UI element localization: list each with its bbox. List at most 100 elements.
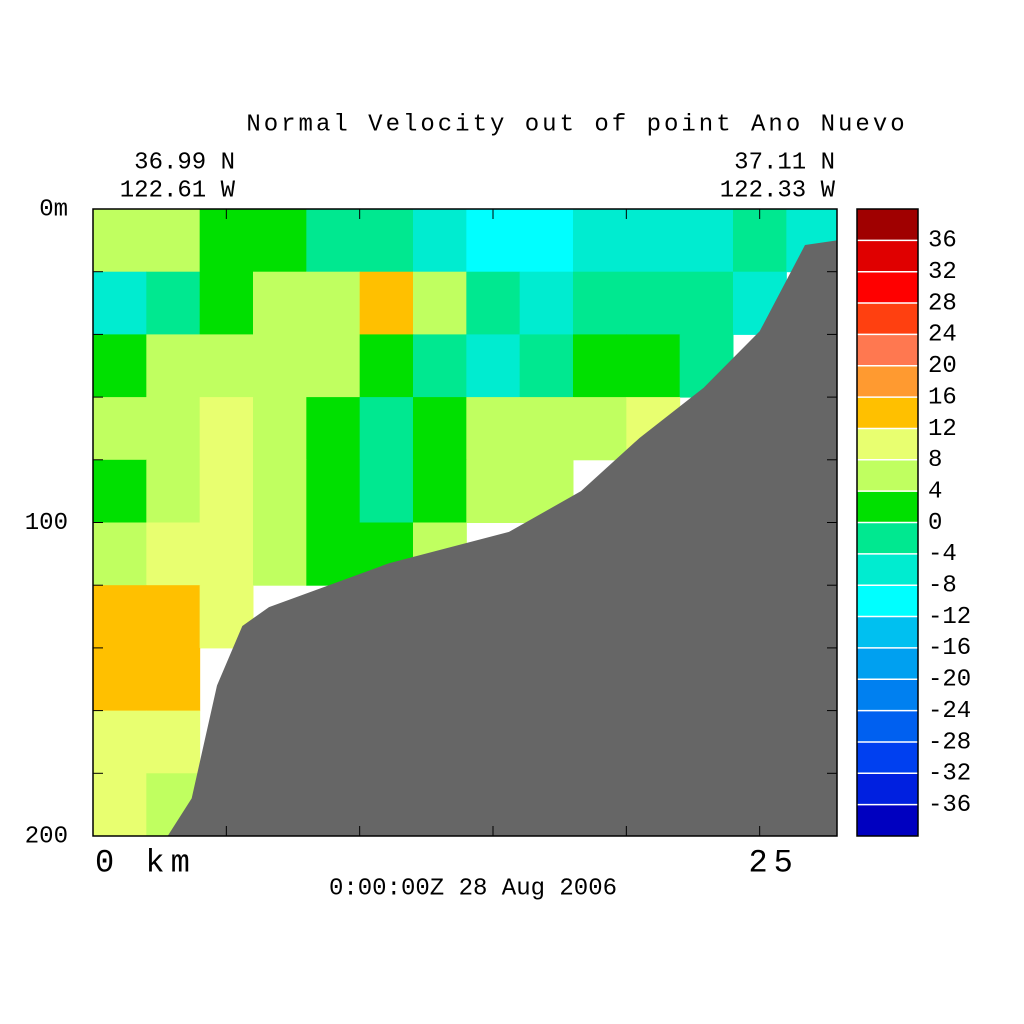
colorbar-band xyxy=(857,397,918,429)
contour-cell xyxy=(573,397,627,461)
colorbar-band xyxy=(857,616,918,649)
colorbar-label: 32 xyxy=(928,259,957,286)
y-tick-label: 100 xyxy=(25,510,68,537)
right-latitude: 37.11 N xyxy=(734,149,835,176)
colorbar-label: -16 xyxy=(928,635,971,662)
contour-cell xyxy=(466,209,521,273)
contour-cell xyxy=(466,334,521,398)
colorbar-band xyxy=(857,804,918,837)
contour-cell xyxy=(199,209,254,273)
colorbar-band xyxy=(857,741,918,774)
contour-cell xyxy=(413,334,467,398)
seafloor xyxy=(167,240,837,837)
colorbar-label: 36 xyxy=(928,228,957,255)
colorbar-band xyxy=(857,365,918,398)
contour-cell xyxy=(146,522,201,586)
colorbar-band xyxy=(857,647,918,680)
contour-cell xyxy=(146,585,201,649)
colorbar-label: -4 xyxy=(928,541,957,568)
contour-cell xyxy=(519,271,574,335)
contour-cell xyxy=(199,459,254,523)
colorbar-band xyxy=(857,553,918,586)
left-latitude: 36.99 N xyxy=(134,149,235,176)
contour-cell xyxy=(359,271,414,335)
contour-cell xyxy=(93,647,147,712)
right-longitude: 122.33 W xyxy=(720,177,836,204)
colorbar-label: -20 xyxy=(928,667,971,694)
colorbar-band xyxy=(857,334,918,367)
contour-cell xyxy=(93,710,147,774)
contour-cell xyxy=(93,397,147,461)
contour-cell xyxy=(253,459,307,523)
contour-cell xyxy=(413,271,467,335)
colorbar-label: -24 xyxy=(928,698,971,725)
colorbar-band xyxy=(857,240,918,273)
contour-cell xyxy=(573,209,627,273)
contour-cell xyxy=(466,397,521,461)
colorbar-band xyxy=(857,209,918,241)
contour-cell xyxy=(733,209,787,273)
y-tick-label: 0m xyxy=(39,196,68,223)
contour-cell xyxy=(679,209,734,273)
contour-cell xyxy=(413,397,467,461)
contour-cell xyxy=(199,334,254,398)
contour-cell xyxy=(93,334,147,398)
contour-cell xyxy=(359,334,414,398)
contour-cell xyxy=(466,271,521,335)
contour-cell xyxy=(519,397,574,461)
contour-cell xyxy=(519,334,574,398)
contour-cell xyxy=(413,459,467,523)
x-tick-label: 25 xyxy=(748,844,798,881)
colorbar-label: 16 xyxy=(928,384,957,411)
contour-cell xyxy=(519,209,574,273)
contour-cell xyxy=(573,271,627,335)
colorbar-band xyxy=(857,773,918,806)
contour-cell xyxy=(626,209,681,273)
colorbar-band xyxy=(857,303,918,335)
contour-cell xyxy=(306,397,361,461)
left-longitude: 122.61 W xyxy=(120,177,236,204)
contour-cell xyxy=(306,459,361,523)
colorbar-band xyxy=(857,522,918,555)
contour-cell xyxy=(626,334,681,398)
y-tick-label: 200 xyxy=(25,823,68,850)
colorbar-band xyxy=(857,585,918,618)
contour-cell xyxy=(93,773,147,837)
x-tick-label: 0 km xyxy=(95,844,196,881)
contour-cell xyxy=(626,271,681,335)
contour-cell xyxy=(146,459,201,523)
contour-cell xyxy=(253,397,307,461)
contour-cell xyxy=(306,271,361,335)
colorbar-label: 12 xyxy=(928,416,957,443)
contour-cell xyxy=(253,522,307,586)
contour-cell xyxy=(146,647,201,712)
contour-cell xyxy=(146,209,201,273)
colorbar-band xyxy=(857,459,918,492)
contour-cell xyxy=(253,334,307,398)
contour-cell xyxy=(306,209,361,273)
colorbar-label: -36 xyxy=(928,792,971,819)
contour-cell xyxy=(146,397,201,461)
contour-cell xyxy=(93,209,147,273)
contour-cell xyxy=(253,209,307,273)
contour-cell xyxy=(413,209,467,273)
colorbar-label: 28 xyxy=(928,290,957,317)
contour-cell xyxy=(199,397,254,461)
contour-cell xyxy=(679,271,734,335)
colorbar-band xyxy=(857,491,918,523)
contour-cell xyxy=(359,397,414,461)
colorbar-label: 20 xyxy=(928,353,957,380)
colorbar-label: 8 xyxy=(928,447,942,474)
contour-cell xyxy=(146,334,201,398)
contour-cell xyxy=(359,459,414,523)
contour-cell xyxy=(93,459,147,523)
colorbar-band xyxy=(857,679,918,712)
contour-cell xyxy=(306,334,361,398)
contour-cell xyxy=(199,522,254,586)
contour-cell xyxy=(146,710,201,774)
colorbar-frame xyxy=(856,208,919,837)
colorbar-label: -8 xyxy=(928,573,957,600)
colorbar-label: 24 xyxy=(928,322,957,349)
contour-cell xyxy=(93,522,147,586)
